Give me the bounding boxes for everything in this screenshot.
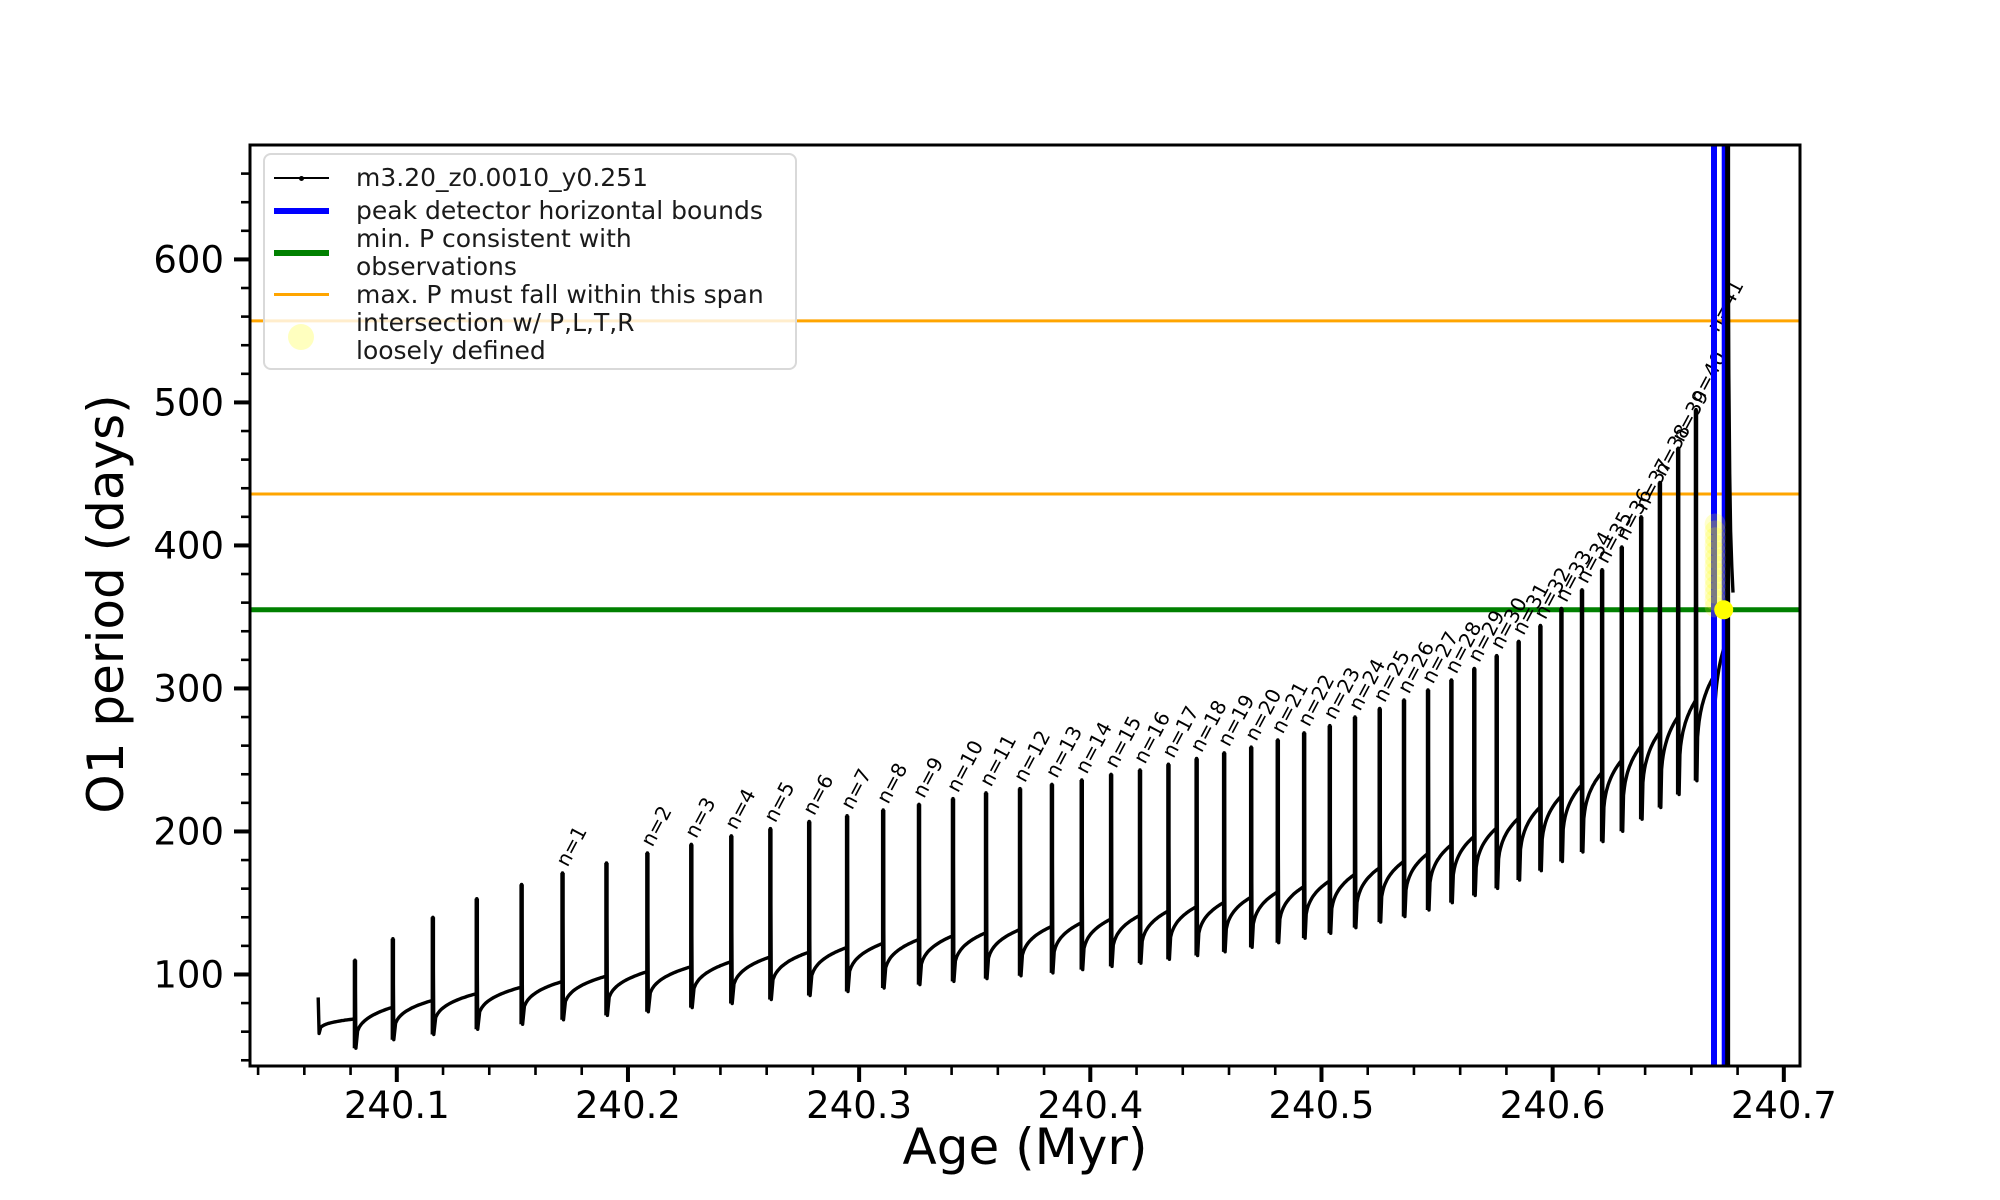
pulse-label-n=2: n=2 [636, 802, 677, 851]
intersection-candidate-marker [1704, 548, 1726, 570]
pulse-label-n=6: n=6 [797, 770, 838, 819]
intersection-candidate-marker [1704, 582, 1726, 604]
legend-entry-intersection: intersection w/ P,L,T,R loosely defined [274, 307, 785, 365]
x-tick-label: 240.6 [1500, 1084, 1606, 1127]
green-line-marker-icon [274, 249, 346, 256]
y-tick-label: 300 [153, 667, 224, 710]
orange-line-marker-icon [274, 293, 346, 296]
legend-label: peak detector horizontal bounds [356, 195, 763, 225]
legend-entry-peak-bounds: peak detector horizontal bounds [274, 194, 785, 227]
pulse-label-n=1: n=1 [551, 822, 592, 871]
pulse-label-n=8: n=8 [871, 759, 912, 808]
intersection-marker [1714, 600, 1734, 620]
line-dot-marker-icon [274, 175, 346, 181]
intersection-candidate-marker [1704, 561, 1726, 583]
x-tick-label: 240.2 [575, 1084, 681, 1127]
y-tick-label: 600 [153, 238, 224, 281]
intersection-candidate-marker [1704, 513, 1726, 535]
yellow-circle-marker-icon [274, 323, 346, 350]
x-tick-label: 240.4 [1037, 1084, 1143, 1127]
y-tick-label: 200 [153, 810, 224, 853]
intersection-candidate-marker [1704, 575, 1726, 597]
legend-label: m3.20_z0.0010_y0.251 [356, 162, 648, 192]
pulse-label-n=3: n=3 [680, 793, 721, 842]
data-curve-tail [1725, 144, 1735, 593]
x-tick-label: 240.5 [1269, 1084, 1375, 1127]
pulse-label-n=9: n=9 [907, 753, 948, 802]
legend-label: max. P must fall within this span [356, 279, 764, 309]
y-tick-label: 100 [153, 953, 224, 996]
intersection-candidate-marker [1704, 541, 1726, 563]
intersection-candidate-marker [1704, 554, 1726, 576]
intersection-candidate-marker [1704, 534, 1726, 556]
blue-line-marker-icon [274, 207, 346, 214]
intersection-candidate-marker [1704, 568, 1726, 590]
intersection-candidate-marker [1704, 527, 1726, 549]
legend-label: intersection w/ P,L,T,R loosely defined [356, 307, 635, 365]
pulse-label-n=7: n=7 [835, 765, 876, 814]
legend-entry-max-p: max. P must fall within this span [274, 278, 785, 311]
intersection-candidate-marker [1704, 520, 1726, 542]
x-tick-label: 240.3 [806, 1084, 912, 1127]
pulse-label-n=4: n=4 [720, 785, 761, 834]
x-axis-title: Age (Myr) [902, 1118, 1148, 1176]
x-tick-label: 240.1 [344, 1084, 450, 1127]
legend-entry-series: m3.20_z0.0010_y0.251 [274, 161, 785, 194]
y-tick-label: 400 [153, 524, 224, 567]
y-axis-title: O1 period (days) [77, 394, 135, 814]
legend-label: min. P consistent with observations [356, 223, 632, 281]
plot-frame [248, 143, 1802, 1068]
legend-entry-min-p: min. P consistent with observations [274, 223, 785, 281]
pulse-label-n=5: n=5 [759, 777, 800, 826]
legend-box: m3.20_z0.0010_y0.251 peak detector horiz… [263, 153, 797, 370]
y-tick-label: 500 [153, 381, 224, 424]
x-tick-label: 240.7 [1731, 1084, 1837, 1127]
